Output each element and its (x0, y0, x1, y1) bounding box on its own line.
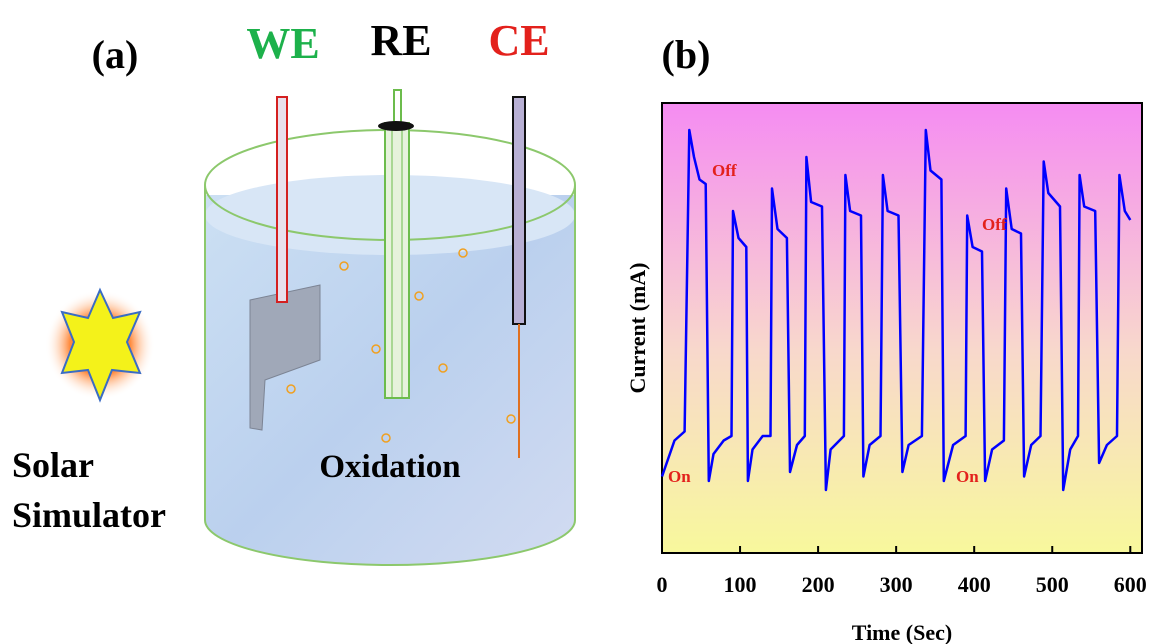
y-axis-title: Current (mA) (625, 263, 650, 394)
panel-label: (b) (662, 32, 711, 77)
source-label: Solar (12, 445, 94, 485)
x-tick-label: 200 (802, 572, 835, 597)
annotation: On (956, 467, 979, 486)
x-tick-label: 100 (724, 572, 757, 597)
x-tick-label: 400 (958, 572, 991, 597)
source-label: Simulator (12, 495, 166, 535)
x-tick-label: 600 (1114, 572, 1147, 597)
electrode-label: CE (488, 16, 549, 65)
x-tick-label: 300 (880, 572, 913, 597)
x-axis-title: Time (Sec) (852, 620, 952, 644)
annotation: Off (712, 161, 737, 180)
cell (204, 89, 576, 566)
process-label: Oxidation (319, 449, 460, 485)
x-tick-label: 500 (1036, 572, 1069, 597)
electrode-label: RE (370, 16, 431, 65)
sun (60, 287, 142, 403)
electrode-label: WE (246, 19, 319, 68)
annotation: Off (982, 215, 1007, 234)
x-tick-label: 0 (657, 572, 668, 597)
annotation: On (668, 467, 691, 486)
panel-label: (a) (92, 32, 139, 77)
data-line (660, 128, 1132, 492)
